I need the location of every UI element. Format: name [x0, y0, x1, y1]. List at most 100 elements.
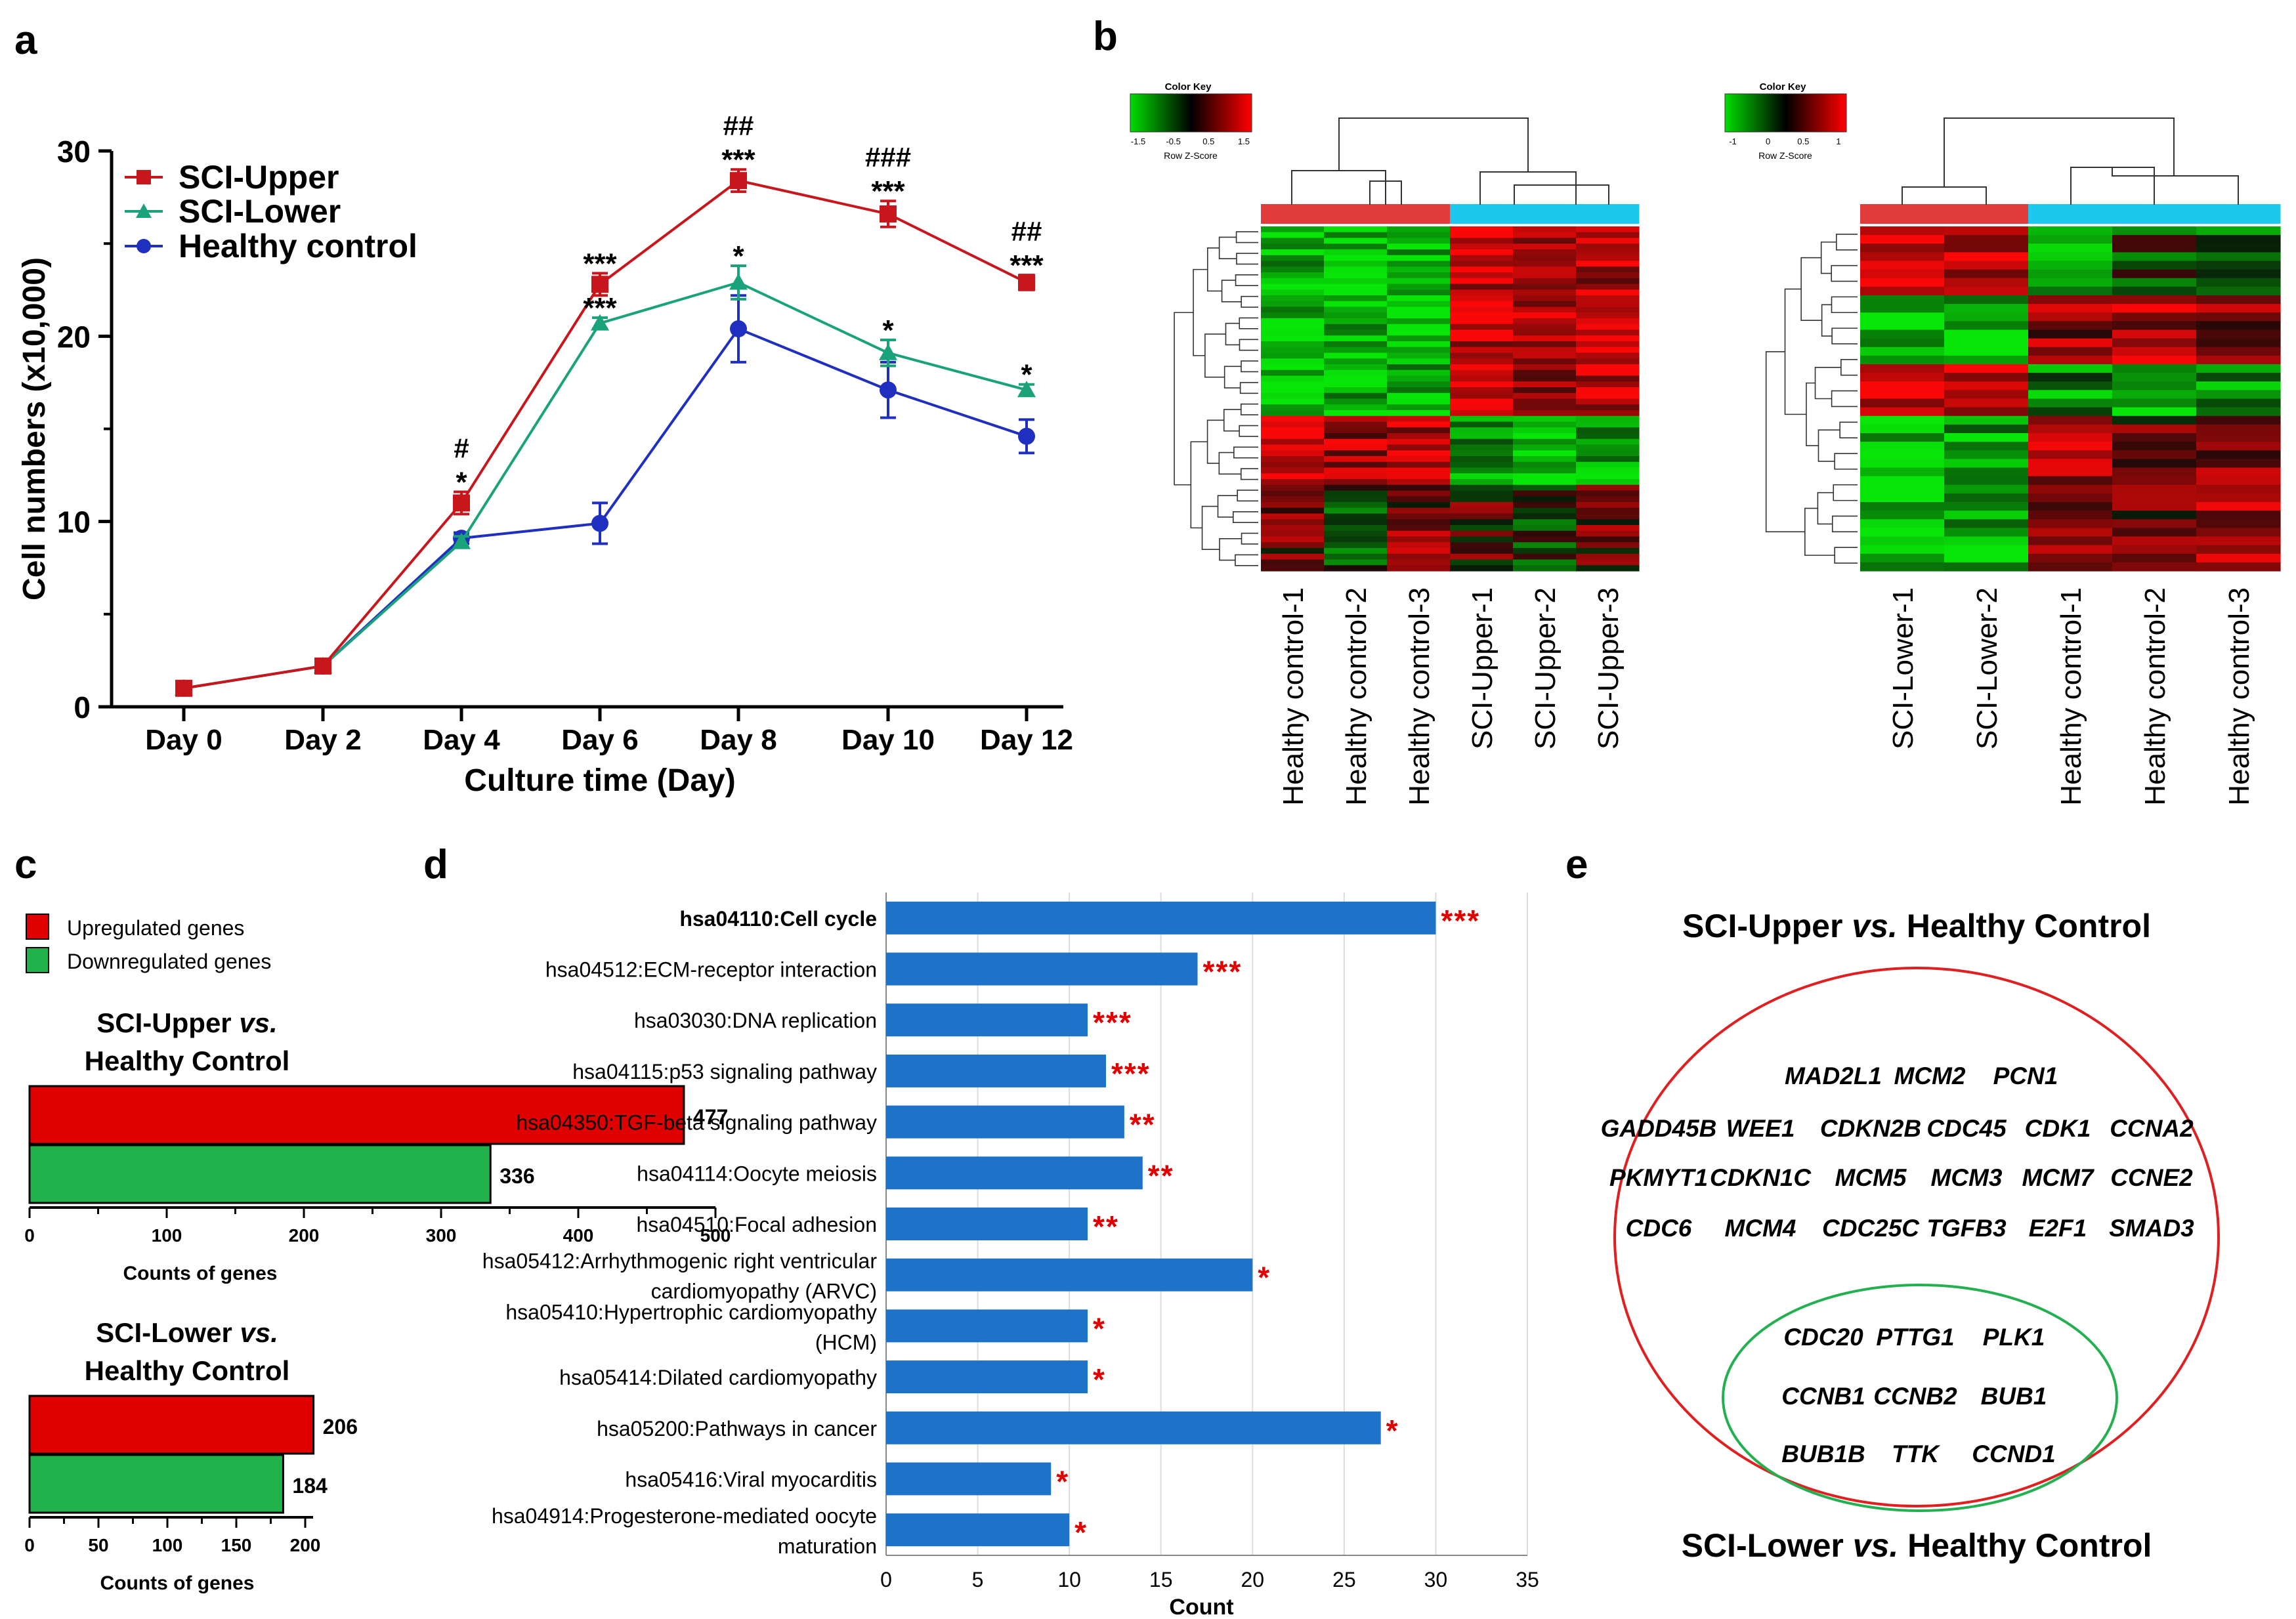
heatmap-cell: [1261, 553, 1325, 560]
heatmap-cell: [2112, 424, 2197, 434]
pathway-label-line: hsa04512:ECM-receptor interaction: [545, 958, 877, 982]
heatmap-cell: [1387, 232, 1451, 239]
heatmap-cell: [1944, 347, 2029, 356]
heatmap-cell: [1513, 473, 1577, 480]
heatmap-cell: [2196, 398, 2281, 408]
heatmap-cell: [1860, 562, 1945, 572]
heatmap-cell: [1261, 312, 1325, 319]
row-dendrogram-branch: [1833, 484, 1858, 501]
heatmap-cell: [1860, 407, 1945, 417]
heatmap-cell: [2028, 278, 2113, 287]
heatmap-cell: [2196, 278, 2281, 287]
pathway-label: hsa03030:DNA replication: [634, 1009, 877, 1032]
row-dendrogram-branch: [1239, 317, 1258, 329]
heatmap-cell: [2196, 562, 2281, 572]
heatmap-cell: [2112, 511, 2197, 520]
heatmap-cell: [1261, 410, 1325, 417]
heatmap-cell: [1450, 289, 1514, 296]
column-dendrogram-branch: [1291, 170, 1386, 205]
heatmap-cell: [1387, 255, 1451, 262]
heatmap-cell: [1576, 450, 1640, 457]
significance-stars: **: [1093, 1209, 1119, 1244]
heatmap-cell: [1324, 261, 1388, 267]
legend-label-downregulated: Downregulated genes: [67, 950, 271, 973]
heatmap-cell: [1576, 352, 1640, 359]
heatmap-cell: [1324, 289, 1388, 296]
heatmap-cell: [1261, 450, 1325, 457]
heatmap-cell: [1576, 438, 1640, 446]
heatmap-cell: [1513, 375, 1577, 382]
heatmap-cell: [1576, 278, 1640, 285]
heatmap-cell: [1261, 444, 1325, 451]
heatmap-cell: [1513, 502, 1577, 509]
heatmap-cell: [1513, 312, 1577, 319]
heatmap-cell: [1576, 375, 1640, 382]
row-dendrogram-branch: [1218, 452, 1241, 475]
series-line-healthy-control: [183, 327, 1027, 690]
color-key-tick: 0: [1766, 137, 1770, 146]
heatmap-cell: [1261, 243, 1325, 250]
heatmap-cell: [1860, 433, 1945, 442]
heatmap-cell: [1860, 545, 1945, 555]
heatmap-cell: [1261, 238, 1325, 244]
row-dendrogram-branch: [1217, 495, 1238, 518]
heatmap-cell: [1860, 347, 1945, 356]
heatmap-cell: [2112, 269, 2197, 279]
heatmap-cell: [1450, 496, 1514, 503]
heatmap-cell: [1324, 272, 1388, 279]
significance-stars: *: [1258, 1261, 1271, 1295]
row-dendrogram-branch: [1235, 554, 1258, 566]
heatmap-cell: [1860, 252, 1945, 262]
heatmap-cell: [1944, 407, 2029, 417]
heatmap-cell: [1324, 306, 1388, 313]
significance-mark: ##: [1011, 216, 1042, 247]
heatmap-cell: [1513, 358, 1577, 365]
row-dendrogram-branch: [1204, 333, 1226, 378]
heatmap-cell: [1576, 255, 1640, 262]
heatmap-cell: [1576, 467, 1640, 474]
x-tick-label: 300: [426, 1225, 457, 1246]
color-key-title: Color Key: [1165, 81, 1212, 93]
group-color-bar: [1576, 204, 1640, 224]
heatmap-cell: [1576, 392, 1640, 400]
heatmap-cell: [1944, 442, 2029, 451]
heatmap-cell: [2028, 536, 2113, 546]
pathway-label-line: hsa04350:TGF-beta signaling pathway: [516, 1111, 877, 1135]
pathway-label-line: hsa05416:Viral myocarditis: [625, 1467, 877, 1491]
heatmap-cell: [1450, 548, 1514, 555]
gene-name-outer: MCM7: [2022, 1164, 2095, 1191]
heatmap-cell: [1944, 433, 2029, 442]
heatmap-cell: [1576, 490, 1640, 497]
heatmap-cell: [1387, 553, 1451, 560]
heatmap-cell: [2112, 235, 2197, 244]
gene-name-outer: WEE1: [1726, 1115, 1795, 1142]
heatmap-cell: [1860, 269, 1945, 279]
heatmap-cell: [1324, 433, 1388, 440]
heatmap-cell: [2196, 476, 2281, 486]
row-dendrogram-branch: [1221, 280, 1242, 303]
heatmap-cell: [1324, 536, 1388, 543]
heatmap-cell: [1513, 381, 1577, 388]
data-point-circle: [591, 515, 608, 532]
heatmap-cell: [1450, 364, 1514, 371]
heatmap-cell: [2112, 373, 2197, 382]
heatmap-cell: [1450, 312, 1514, 319]
heatmap-cell: [1324, 542, 1388, 549]
heatmap-cell: [1860, 261, 1945, 270]
heatmap-cell: [2196, 329, 2281, 339]
heatmap-cell: [1387, 404, 1451, 411]
heatmap-cell: [1576, 335, 1640, 342]
heatmap-cell: [1450, 427, 1514, 434]
heatmap-cell: [1576, 295, 1640, 302]
data-point-triangle: [1017, 381, 1036, 398]
heatmap-cell: [1576, 226, 1640, 233]
bar-value-label: 184: [292, 1474, 328, 1498]
x-tick-label: 25: [1332, 1568, 1356, 1591]
heatmap-cell: [2028, 338, 2113, 348]
inner-title: SCI-Lower vs. Healthy Control: [1682, 1527, 2152, 1564]
row-dendrogram-branch: [1834, 547, 1858, 564]
heatmap-cell: [1576, 415, 1640, 423]
heatmap-cell: [2028, 286, 2113, 296]
gene-name-outer: CCNA2: [2110, 1115, 2194, 1142]
